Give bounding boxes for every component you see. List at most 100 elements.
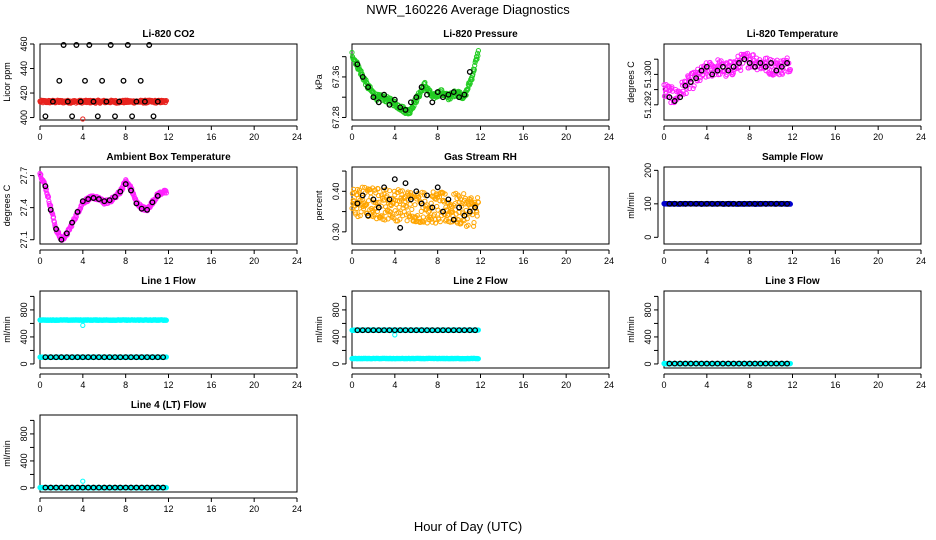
- data-point: [375, 192, 382, 199]
- y-axis-label: ml/min: [2, 440, 12, 467]
- data-point: [738, 67, 744, 73]
- x-tick-label: 12: [475, 256, 485, 266]
- panel-10: Line 4 (LT) Flow ml/min 0 4 8 12 16 20 24 0 400 800: [2, 400, 302, 514]
- data-point: [442, 191, 448, 197]
- data-point: [402, 327, 409, 334]
- data-point: [375, 204, 382, 211]
- data-point: [42, 484, 49, 491]
- data-point: [703, 74, 709, 80]
- x-tick-label: 16: [206, 380, 216, 390]
- data-point: [358, 209, 364, 215]
- series-hourly: [42, 42, 161, 120]
- data-point: [85, 354, 92, 361]
- x-tick-label: 12: [163, 256, 173, 266]
- data-point: [736, 60, 742, 66]
- data-point: [397, 224, 404, 231]
- y-tick-label: 67.36: [331, 66, 341, 89]
- data-point: [717, 71, 723, 77]
- data-point: [434, 327, 441, 334]
- data-point: [56, 77, 63, 84]
- data-point: [412, 202, 418, 208]
- data-point: [363, 77, 369, 83]
- data-point: [80, 116, 86, 122]
- x-tick-label: 8: [435, 256, 440, 266]
- data-point: [744, 53, 750, 59]
- data-point: [475, 327, 481, 333]
- data-point: [122, 484, 129, 491]
- data-point: [693, 360, 700, 367]
- x-tick-label: 4: [80, 504, 85, 514]
- data-point: [666, 94, 673, 101]
- data-point: [461, 191, 467, 197]
- data-point: [365, 212, 372, 219]
- data-point: [106, 484, 113, 491]
- data-point: [128, 187, 134, 194]
- data-point: [475, 53, 481, 59]
- x-tick-label: 4: [392, 256, 397, 266]
- x-tick-label: 0: [37, 380, 42, 390]
- x-tick-label: 8: [435, 132, 440, 142]
- panel-title: Ambient Box Temperature: [106, 152, 231, 163]
- data-point: [752, 200, 758, 207]
- data-point: [103, 98, 110, 105]
- data-point: [381, 184, 388, 191]
- data-point: [452, 201, 458, 207]
- x-tick-label: 12: [787, 256, 797, 266]
- plot-frame: [663, 43, 922, 121]
- data-point: [354, 205, 360, 212]
- x-tick-label: 20: [561, 256, 571, 266]
- data-point: [133, 354, 140, 361]
- panel-5: Gas Stream RH percent 0 4 8 12 16 20 24 0.30 0.40: [314, 152, 614, 266]
- data-point: [42, 183, 49, 190]
- data-point: [773, 360, 780, 367]
- panel-title: Line 2 Flow: [453, 276, 508, 287]
- data-point: [397, 216, 403, 222]
- data-point: [163, 190, 169, 196]
- data-point: [683, 90, 689, 97]
- data-point: [144, 206, 151, 213]
- data-point: [42, 354, 49, 361]
- panel-1: Li-820 CO2 Licor ppm 0 4 8 12 16 20 24 400 420 440 4…: [2, 29, 302, 142]
- data-point: [472, 327, 479, 334]
- data-point: [431, 211, 437, 217]
- panel-title: Gas Stream RH: [444, 152, 517, 163]
- data-point: [133, 98, 140, 105]
- x-tick-label: 24: [292, 380, 302, 390]
- data-point: [141, 98, 148, 105]
- data-point: [407, 201, 413, 207]
- y-axis-label: Licor ppm: [2, 62, 12, 102]
- data-point: [456, 327, 463, 334]
- data-point: [703, 200, 710, 207]
- data-point: [784, 60, 791, 66]
- data-point: [47, 354, 54, 361]
- data-point: [359, 327, 366, 334]
- data-point: [427, 208, 433, 214]
- x-tick-label: 24: [292, 256, 302, 266]
- y-tick-label: 27.1: [19, 231, 29, 249]
- data-point: [128, 484, 134, 491]
- data-point: [396, 204, 402, 210]
- data-point: [461, 212, 468, 219]
- data-point: [773, 200, 780, 207]
- data-point: [784, 55, 790, 61]
- x-tick-label: 0: [349, 256, 354, 266]
- y-tick-label: 51.300: [643, 61, 653, 89]
- data-point: [394, 189, 400, 196]
- data-point: [475, 195, 481, 201]
- data-point: [474, 56, 480, 62]
- data-point: [356, 187, 363, 193]
- data-point: [456, 204, 463, 211]
- data-point: [391, 327, 398, 334]
- data-point: [74, 484, 81, 491]
- data-point: [434, 184, 441, 191]
- panel-title: Line 1 Flow: [141, 276, 196, 287]
- x-tick-label: 8: [747, 256, 752, 266]
- series-line-1-spike: [80, 322, 86, 328]
- y-tick-label: 51.292: [643, 91, 653, 119]
- x-tick-label: 8: [123, 132, 128, 142]
- x-tick-label: 8: [747, 380, 752, 390]
- series-line-2-low: [349, 355, 481, 362]
- data-point: [407, 196, 414, 203]
- x-tick-label: 20: [249, 132, 259, 142]
- x-tick-label: 0: [349, 132, 354, 142]
